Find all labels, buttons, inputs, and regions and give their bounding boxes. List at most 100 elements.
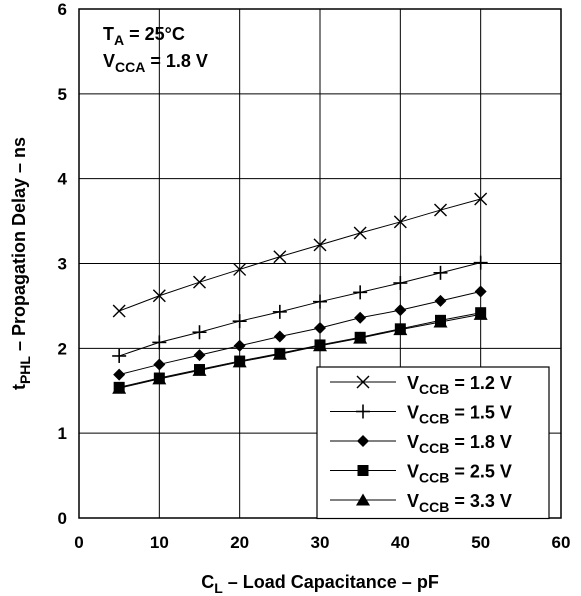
legend-label-sub: CCB — [419, 411, 449, 427]
data-point — [273, 330, 286, 343]
data-point — [112, 348, 127, 363]
x-axis-title: CL – Load Capacitance – pF — [201, 572, 439, 596]
legend-label: VCCB = 2.5 V — [407, 462, 512, 486]
y-axis-title: tPHL – Propagation Delay – ns — [9, 137, 33, 390]
y-tick-label: 4 — [58, 170, 68, 189]
legend-label-rest: = 1.2 V — [449, 373, 512, 393]
data-point-stroke — [193, 275, 206, 289]
x-axis-title-sub: L — [214, 580, 223, 596]
y-tick-label: 6 — [58, 0, 67, 19]
data-point — [152, 289, 166, 303]
data-point — [313, 238, 327, 252]
data-point-stroke — [273, 250, 287, 264]
x-axis-title-main: C — [201, 572, 214, 592]
legend-label: VCCB = 1.8 V — [407, 432, 512, 456]
legend-marker — [357, 435, 369, 447]
legend-label-main: V — [407, 491, 419, 511]
legend-label: VCCB = 1.5 V — [407, 403, 512, 427]
data-point — [434, 294, 447, 307]
annotation-sub: A — [114, 32, 124, 48]
data-point — [314, 321, 326, 334]
x-tick-label: 20 — [230, 533, 249, 552]
data-point — [113, 368, 126, 381]
annotation-main: V — [103, 51, 115, 71]
data-point — [233, 262, 247, 276]
x-tick-label: 60 — [552, 533, 571, 552]
annotation: TA = 25°C — [103, 24, 185, 48]
data-point — [473, 307, 488, 320]
data-point — [473, 255, 488, 270]
data-point — [474, 285, 487, 298]
data-point — [393, 276, 408, 291]
data-point — [354, 311, 367, 324]
series-0 — [112, 192, 488, 318]
x-tick-label: 0 — [74, 533, 83, 552]
legend-label-rest: = 1.5 V — [449, 403, 512, 423]
y-axis-title-main: t — [9, 384, 29, 390]
data-point-stroke — [353, 226, 367, 240]
legend-label-rest: = 3.3 V — [449, 491, 512, 511]
data-point-stroke — [233, 262, 247, 276]
data-point — [232, 314, 247, 329]
data-point-stroke — [474, 192, 488, 206]
annotation-sub: CCA — [115, 59, 145, 75]
legend-label-sub: CCB — [419, 440, 449, 456]
data-point — [474, 192, 488, 206]
data-point — [192, 325, 207, 340]
data-point — [393, 323, 408, 336]
y-axis-title-rest: – Propagation Delay – ns — [9, 137, 29, 356]
y-axis-title-sub: PHL — [17, 356, 33, 384]
legend-marker-stroke — [356, 375, 370, 389]
data-point-stroke — [152, 289, 166, 303]
data-point — [313, 339, 327, 352]
data-point — [394, 304, 407, 317]
legend-label-main: V — [407, 403, 419, 423]
series-line — [119, 291, 481, 376]
x-tick-label: 50 — [471, 533, 490, 552]
series-4 — [112, 307, 488, 394]
data-point — [272, 304, 287, 319]
series-line — [118, 198, 481, 312]
data-point — [152, 372, 167, 385]
data-point — [233, 339, 246, 352]
y-tick-label: 0 — [58, 509, 67, 528]
data-point — [433, 315, 448, 328]
legend-marker — [356, 493, 370, 506]
data-point — [313, 294, 327, 309]
data-point — [433, 265, 448, 280]
legend-label-sub: CCB — [419, 381, 449, 397]
data-point — [393, 215, 407, 229]
annotation-main: T — [103, 24, 114, 44]
legend-marker — [357, 465, 369, 476]
data-point — [152, 335, 167, 350]
data-point-stroke — [434, 203, 447, 217]
data-point — [353, 331, 368, 344]
annotation-rest: = 25°C — [124, 24, 185, 44]
data-point — [232, 355, 247, 368]
annotation: VCCA = 1.8 V — [103, 51, 208, 75]
x-tick-label: 40 — [391, 533, 410, 552]
x-tick-label: 10 — [150, 533, 169, 552]
legend-label: VCCB = 1.2 V — [407, 373, 512, 397]
legend-box — [316, 366, 550, 520]
legend-label-main: V — [407, 373, 419, 393]
x-tick-label: 30 — [311, 533, 330, 552]
data-point — [353, 226, 367, 240]
series-1 — [112, 255, 488, 363]
data-point-stroke — [112, 304, 126, 318]
series-line — [119, 262, 481, 357]
data-point — [192, 363, 207, 376]
legend-label: VCCB = 3.3 V — [407, 491, 512, 515]
series-line — [119, 312, 481, 388]
data-point — [112, 381, 127, 394]
legend-marker — [356, 375, 370, 389]
legend-label-main: V — [407, 462, 419, 482]
data-point — [273, 250, 287, 264]
data-point-stroke — [393, 215, 407, 229]
legend-label-rest: = 1.8 V — [449, 432, 512, 452]
data-point — [193, 349, 206, 362]
data-point — [193, 275, 206, 289]
y-tick-label: 1 — [58, 424, 67, 443]
data-point — [153, 358, 166, 371]
